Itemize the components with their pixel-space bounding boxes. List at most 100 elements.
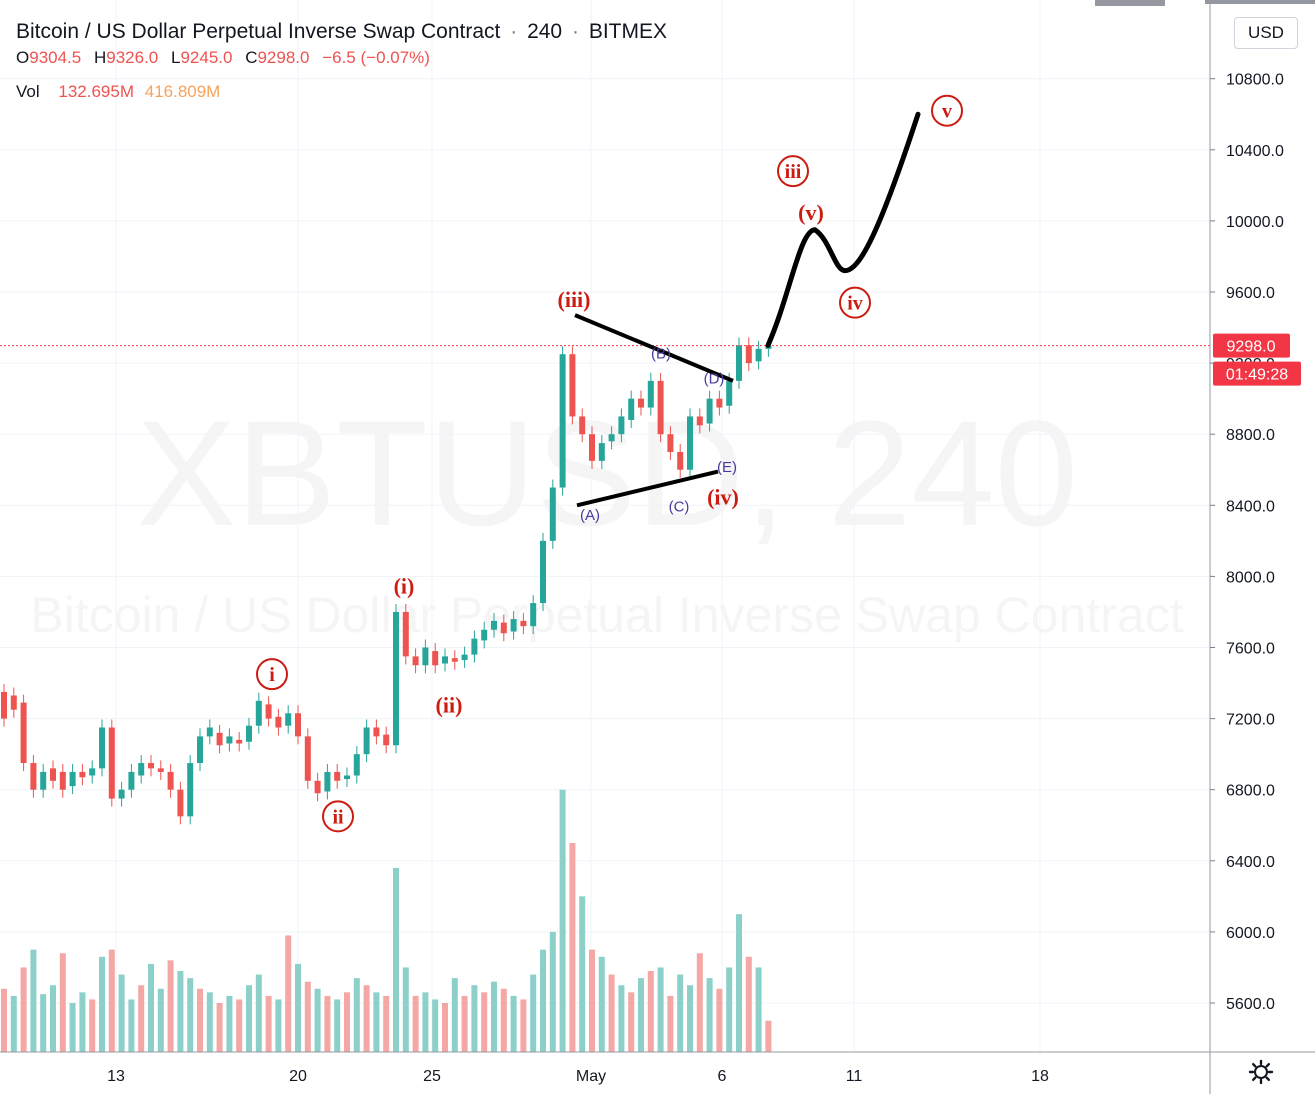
time-axis-label: 11	[846, 1068, 863, 1085]
volume-bar	[373, 992, 380, 1052]
candle-body	[197, 736, 203, 764]
candle-body	[638, 398, 644, 408]
candle-body	[383, 734, 390, 746]
time-axis-label: 6	[718, 1068, 727, 1085]
wave-label-circle	[931, 94, 963, 127]
candle-body	[559, 354, 566, 488]
countdown-badge	[1213, 361, 1301, 386]
price-axis-label: 7200.0	[1226, 712, 1275, 729]
currency-button[interactable]: USD	[1234, 17, 1298, 49]
candle-body	[10, 695, 17, 710]
price-axis-label: 8000.0	[1226, 569, 1275, 586]
volume-bar	[177, 971, 184, 1052]
wave-label-circle	[322, 800, 354, 833]
top-scroll-strip[interactable]	[1095, 0, 1165, 6]
triangle-upper-line[interactable]	[574, 313, 734, 383]
candle-body	[265, 704, 272, 719]
volume-bar	[187, 978, 194, 1052]
triangle-point-label: (A)	[580, 507, 600, 524]
watermark-description: Bitcoin / US Dollar Perpetual Inverse Sw…	[30, 587, 1183, 643]
low-value: 9245.0	[180, 48, 233, 67]
candle-body	[647, 380, 654, 408]
candle-body	[755, 348, 762, 362]
volume-bar	[647, 971, 654, 1052]
candle-body	[412, 656, 419, 666]
volume-bar	[79, 992, 86, 1052]
volume-bar	[422, 992, 429, 1052]
volume-bar	[285, 935, 292, 1052]
candle-body	[471, 638, 478, 655]
wave-label-circle	[256, 658, 288, 691]
volume-bar	[1, 988, 7, 1052]
volume-bar	[520, 999, 527, 1052]
triangle-point-label: (D)	[704, 370, 725, 387]
candle-body	[569, 354, 576, 417]
candle-body	[500, 622, 507, 634]
time-axis-label: May	[576, 1068, 606, 1085]
volume-bar	[206, 992, 213, 1052]
volume-bar	[589, 949, 595, 1052]
candle-body	[549, 487, 556, 541]
volume-bar	[50, 985, 56, 1052]
volume-bar	[334, 999, 341, 1052]
interval-label[interactable]: 240	[527, 20, 563, 43]
candle-body	[69, 771, 76, 787]
low-key: L	[170, 48, 181, 67]
volume-bar	[236, 999, 243, 1052]
high-key: H	[93, 48, 107, 67]
settings-gear-icon[interactable]	[1247, 1058, 1275, 1086]
wave-label: ii	[332, 806, 344, 828]
candle-body	[510, 619, 517, 632]
price-axis-label: 6000.0	[1226, 925, 1275, 942]
legend-separator: ·	[510, 20, 518, 43]
candle-body	[353, 754, 360, 776]
wave-label: (iii)	[558, 287, 591, 312]
triangle-lower-line[interactable]	[576, 469, 719, 508]
candle-body	[589, 434, 595, 461]
volume-row: Vol 132.695M 416.809M	[16, 82, 667, 102]
price-axis-label: 6400.0	[1226, 854, 1275, 871]
volume-bar	[20, 967, 27, 1052]
symbol-title[interactable]: Bitcoin / US Dollar Perpetual Inverse Sw…	[16, 20, 501, 43]
price-axis-label: 9600.0	[1226, 285, 1275, 302]
candle-body	[334, 771, 341, 781]
price-axis-label: 7600.0	[1226, 641, 1275, 658]
top-scroll-strip-right	[1205, 0, 1315, 4]
candle-body	[118, 789, 125, 799]
volume-bar	[167, 960, 174, 1052]
candle-body	[324, 771, 331, 792]
projection-path[interactable]	[765, 111, 921, 348]
volume-bar	[745, 956, 752, 1052]
triangle-point-label: (C)	[669, 498, 690, 515]
candle-body	[373, 727, 380, 737]
volume-bar	[138, 985, 145, 1052]
price-axis-label: 10400.0	[1226, 143, 1284, 160]
legend-separator: ·	[571, 20, 579, 43]
volume-bar	[363, 985, 370, 1052]
volume-bar	[393, 867, 399, 1052]
candle-body	[344, 775, 350, 780]
volume-bar	[540, 949, 546, 1052]
candle-body	[393, 611, 399, 746]
wave-label: iv	[847, 293, 863, 315]
candle-body	[108, 727, 115, 799]
candle-body	[677, 451, 684, 470]
symbol-title-row: Bitcoin / US Dollar Perpetual Inverse Sw…	[16, 20, 667, 44]
volume-bar	[471, 985, 478, 1052]
volume-bar	[265, 995, 272, 1052]
volume-key[interactable]: Vol	[16, 82, 40, 101]
price-axis-label: 5600.0	[1226, 996, 1275, 1013]
volume-bar	[618, 985, 625, 1052]
close-key: C	[245, 48, 258, 67]
candle-body	[618, 416, 625, 435]
candle-body	[128, 771, 135, 790]
candle-body	[206, 727, 213, 737]
candle-body	[246, 725, 252, 742]
volume-bar	[344, 992, 350, 1052]
open-key: O	[16, 48, 30, 67]
candle-body	[275, 716, 282, 728]
time-axis-label: 25	[423, 1068, 441, 1085]
candle-body	[148, 763, 154, 769]
